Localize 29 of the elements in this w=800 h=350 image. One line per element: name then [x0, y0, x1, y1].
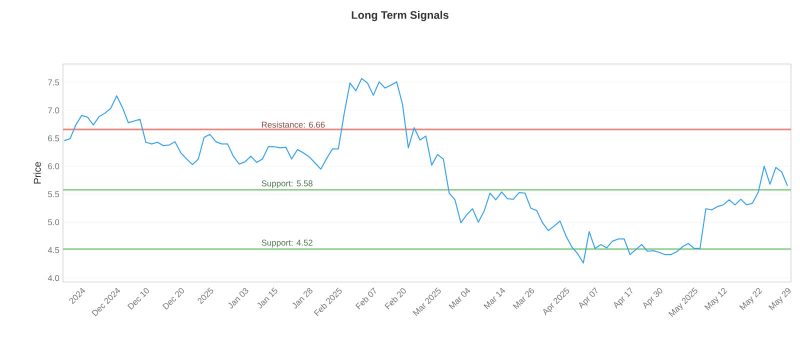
ref-line-label: Support: 4.52 [262, 240, 312, 248]
y-tick-label: 4.0 [48, 275, 60, 282]
x-tick-label: Mar 04 [448, 288, 470, 310]
x-tick-label: Apr 17 [614, 287, 632, 309]
x-tick-label: Mar 26 [512, 288, 534, 310]
y-tick-label: 7.5 [48, 79, 60, 86]
y-tick-label: 6.5 [48, 135, 60, 142]
x-tick-label: Mar 14 [484, 288, 506, 310]
x-tick-label: Apr 07 [579, 287, 598, 309]
y-tick-label: 4.5 [48, 247, 60, 254]
y-tick-label: 5.5 [48, 191, 60, 198]
x-tick-label: Dec 10 [127, 288, 149, 310]
x-tick-label: Dec 20 [162, 288, 184, 310]
ref-line-label: Support: 5.58 [262, 180, 313, 188]
x-tick-label: Apr 30 [643, 288, 662, 309]
x-tick-label: Jan 15 [257, 287, 278, 308]
y-axis-title: Price [34, 162, 41, 184]
chart-title: Long Term Signals [352, 10, 448, 22]
y-tick-label: 6.0 [48, 163, 60, 170]
x-tick-label: Feb 20 [384, 288, 406, 310]
x-tick-label: Feb 07 [355, 288, 376, 310]
x-tick-label: May 12 [704, 288, 728, 310]
x-tick-label: May 29 [768, 288, 791, 310]
x-tick-label: May 22 [739, 288, 762, 310]
x-tick-label: Jan 28 [292, 288, 312, 308]
ref-line-label: Resistance: 6.66 [262, 121, 325, 128]
y-tick-label: 5.0 [48, 219, 60, 226]
x-tick-label: Jan 03 [228, 288, 248, 308]
y-tick-label: 7.0 [48, 107, 60, 114]
